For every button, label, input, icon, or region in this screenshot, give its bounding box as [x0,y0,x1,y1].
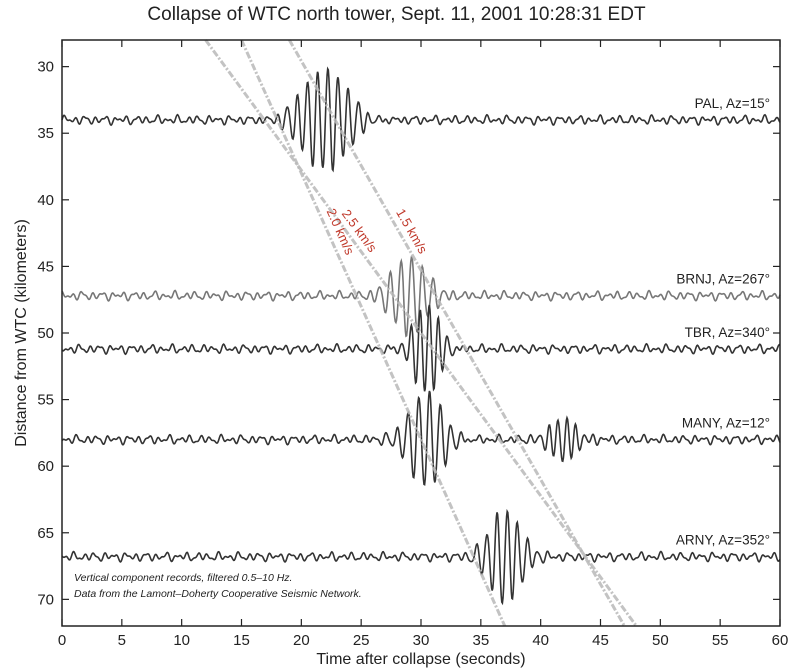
x-tick-label: 40 [532,632,549,649]
y-tick-label: 30 [37,59,54,76]
station-label: MANY, Az=12° [682,416,770,431]
y-tick-label: 50 [37,325,54,342]
x-tick-label: 45 [592,632,609,649]
velocity-lines: 2.5 km/s2.0 km/s 1.5 km/s [204,39,638,627]
plot-frame [61,39,781,627]
station-labels: PAL, Az=15° BRNJ, Az=267° TBR, Az=340° MANY… [676,96,770,548]
velocity-line [288,39,626,627]
x-tick-label: 55 [712,632,729,649]
x-tick-label: 15 [233,632,250,649]
seismogram-trace [61,256,781,338]
y-tick-label: 65 [37,525,54,542]
y-axis-ticks: 30 35 40 45 50 55 60 65 70 [37,59,780,608]
seismogram-trace [61,66,781,173]
velocity-label: 1.5 km/s [393,206,431,257]
y-tick-label: 35 [37,125,54,142]
station-label: BRNJ, Az=267° [676,272,770,287]
station-label: ARNY, Az=352° [676,533,770,548]
y-tick-label: 45 [37,258,54,275]
y-tick-label: 70 [37,591,54,608]
seismogram-trace [61,390,781,486]
velocity-line [204,39,638,627]
x-tick-label: 0 [58,632,66,649]
seismogram-trace [61,304,781,392]
station-label: PAL, Az=15° [695,96,770,111]
y-tick-label: 55 [37,392,54,409]
annotation-line-1: Vertical component records, filtered 0.5… [74,572,292,584]
seismogram-trace [61,508,781,606]
x-tick-label: 35 [472,632,489,649]
x-tick-label: 60 [772,632,789,649]
y-tick-label: 40 [37,192,54,209]
x-axis-title: Time after collapse (seconds) [316,651,525,668]
annotation-line-2: Data from the Lamont–Doherty Cooperative… [74,588,362,600]
y-tick-label: 60 [37,458,54,475]
x-tick-label: 20 [293,632,310,649]
seismogram-traces [61,66,781,606]
x-axis-ticks: 0 5 10 15 20 25 30 35 40 45 50 55 60 [58,40,789,649]
y-axis-title: Distance from WTC (kilometers) [13,219,30,447]
velocity-line [240,39,507,627]
x-tick-label: 50 [652,632,669,649]
x-tick-label: 25 [353,632,370,649]
station-label: TBR, Az=340° [685,325,770,340]
x-tick-label: 5 [118,632,126,649]
x-tick-label: 10 [173,632,190,649]
x-tick-label: 30 [413,632,430,649]
chart-title: Collapse of WTC north tower, Sept. 11, 2… [147,4,646,25]
